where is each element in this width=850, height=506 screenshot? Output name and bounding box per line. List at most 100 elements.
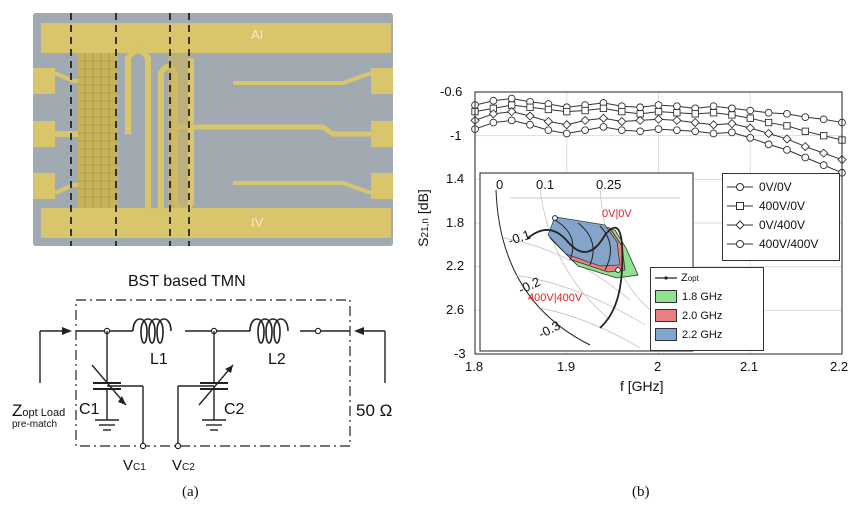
tmn-boundary — [75, 299, 351, 447]
chip-photo: AI IV — [33, 13, 393, 246]
x-tick-1-8: 1.8 — [465, 359, 484, 374]
inset-label-400v400v: 400V|400V — [528, 292, 583, 304]
x-axis-label: f [GHz] — [620, 378, 664, 394]
inset-legend: Zopt 1.8 GHz 2.0 GHz 2.2 GHz — [650, 267, 764, 351]
series-1-point-7 — [599, 104, 608, 113]
series-2-point-18 — [800, 141, 810, 152]
series-0-point-16 — [764, 108, 773, 117]
plot-frame — [474, 91, 843, 355]
zopt-load-label: Zopt Load pre-match — [12, 401, 66, 430]
series-2-point-6 — [580, 115, 590, 126]
y-tick-3: 1.8 — [446, 215, 465, 230]
series-1-point-18 — [801, 127, 809, 135]
series-3-point-19 — [819, 161, 828, 169]
series-0-point-10 — [654, 101, 663, 109]
series-3-point-7 — [599, 123, 608, 131]
label-c2: C2 — [224, 401, 245, 418]
series-0-point-15 — [746, 106, 755, 115]
output-arrow — [354, 327, 364, 335]
series-2-point-8 — [617, 116, 627, 127]
series-1-point-3 — [526, 103, 534, 111]
photo-label-ai: AI — [251, 27, 264, 42]
series-2-point-13 — [708, 120, 719, 130]
series-1-point-17 — [783, 122, 791, 130]
series-2-point-16 — [763, 128, 774, 139]
series-2-point-14 — [727, 119, 737, 129]
series-2-point-19 — [819, 148, 829, 158]
series-1-point-13 — [709, 109, 718, 117]
x-tick-2-2: 2.2 — [830, 359, 849, 374]
inductor-l2 — [249, 318, 289, 344]
inset-tick-0: 0 — [496, 177, 504, 192]
series-3-point-3 — [526, 120, 534, 129]
series-3-point-16 — [764, 140, 773, 149]
series-1-point-12 — [691, 110, 699, 118]
series-3-point-1 — [489, 118, 498, 127]
y-tick-2: 1.4 — [446, 171, 465, 186]
series-3-point-8 — [617, 126, 626, 135]
series-1-point-19 — [820, 132, 828, 140]
series-1-point-14 — [728, 111, 736, 119]
legend-item-0v400v: 0V/400V — [727, 218, 805, 232]
series-0-point-14 — [728, 104, 736, 113]
vc2-label: VC2 — [172, 457, 195, 474]
meander-inductor — [125, 47, 194, 218]
series-1-point-10 — [654, 108, 663, 116]
y-tick-1: -1 — [450, 128, 462, 143]
series-0-point-9 — [636, 103, 645, 112]
label-c1: C1 — [79, 401, 100, 418]
series-2-point-15 — [745, 123, 755, 133]
x-tick-2-1: 2.1 — [740, 359, 759, 374]
y-tick-4: 2.2 — [446, 258, 465, 273]
series-3-point-10 — [654, 125, 663, 133]
capacitor-mesh-c1 — [78, 53, 118, 208]
series-2-point-7 — [598, 113, 609, 123]
input-arrow — [62, 327, 72, 335]
caption-b: (b) — [632, 484, 650, 500]
series-3-point-15 — [746, 133, 755, 142]
inset-label-0v0v: 0V|0V — [602, 208, 632, 220]
series-1-point-8 — [618, 108, 626, 116]
series-3-point-12 — [691, 127, 700, 136]
series-2-point-17 — [782, 134, 792, 144]
series-3-point-9 — [636, 127, 645, 136]
x-tick-1-9: 1.9 — [557, 359, 576, 374]
series-1-point-11 — [673, 109, 681, 117]
series-1-point-15 — [746, 114, 754, 122]
series-0-point-18 — [801, 113, 810, 121]
inset-legend-zopt: Zopt — [655, 272, 699, 284]
inset-tick-0-25: 0.25 — [596, 177, 622, 192]
series-1-point-5 — [563, 108, 571, 116]
s21-chart: 1.8 1.9 2 2.1 2.2 f [GHz] -0.6 -1 1.4 1.… — [400, 70, 850, 400]
series-3-point-11 — [673, 126, 681, 135]
inductor-l1 — [132, 318, 172, 344]
photo-label-iv: IV — [251, 215, 264, 230]
series-2-point-1 — [488, 109, 498, 119]
variable-arrow-c2 — [198, 364, 234, 406]
series-2-point-9 — [635, 115, 645, 126]
inset-outer-arc — [495, 189, 591, 346]
series-2-point-12 — [690, 117, 700, 128]
series-1-point-16 — [764, 118, 773, 127]
series-3-point-4 — [544, 126, 553, 135]
series-1-point-6 — [581, 106, 589, 115]
tmn-schematic: BST based TMN L1 L2 C1 C2 Zopt Load pre-… — [0, 255, 420, 485]
legend-item-400v0v: 400V/0V — [727, 199, 805, 213]
x-tick-2: 2 — [654, 359, 662, 374]
legend-item-0v0v: 0V/0V — [727, 180, 792, 194]
caption-a: (a) — [182, 484, 199, 500]
schematic-drawing — [39, 299, 386, 450]
fifty-ohm-label: 50 Ω — [356, 401, 393, 420]
inset-legend-1p8: 1.8 GHz — [655, 290, 722, 303]
series-2-point-2 — [507, 107, 517, 117]
series-0-point-19 — [819, 115, 828, 124]
label-l1: L1 — [150, 351, 168, 368]
inset-tick-0-1: 0.1 — [536, 177, 555, 192]
ground-bar-top — [41, 23, 391, 53]
series-2-point-3 — [525, 111, 535, 121]
series-1-point-4 — [544, 105, 553, 114]
series-2-point-4 — [543, 116, 554, 127]
series-3-point-13 — [709, 129, 718, 138]
legend-item-400v400v: 400V/400V — [727, 237, 818, 251]
main-legend: 0V/0V 400V/0V 0V/400V 400V/400V — [722, 173, 840, 261]
